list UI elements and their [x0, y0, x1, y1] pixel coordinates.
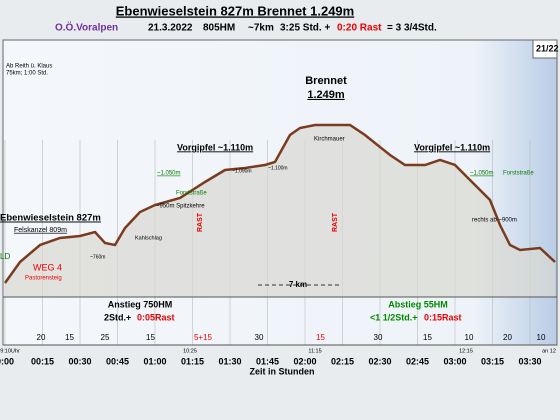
rest-label: RAST — [197, 212, 204, 232]
waypoint: Felskanzel 809m — [14, 227, 67, 234]
note: 75km; 1:00 Std. — [6, 71, 48, 77]
descent-rest: 0:15Rast — [424, 312, 462, 322]
time-tick-label: 01:15 — [181, 356, 204, 366]
clock-time: 9:10Uhr — [0, 348, 20, 354]
waypoint: ~1.100m — [268, 165, 288, 171]
waypoint: ~1.090m — [232, 168, 252, 174]
time-tick-label: 03:30 — [518, 356, 541, 366]
road-label: Forststraße — [503, 171, 534, 177]
time-tick-label: 00:30 — [68, 356, 91, 366]
segment-minutes: 20 — [503, 333, 512, 342]
duration: 3:25 Std. + — [280, 23, 330, 34]
segment-minutes: 15 — [316, 333, 325, 342]
waypoint: Kahlschlag — [135, 235, 162, 241]
clock-time: an 12 — [542, 348, 556, 354]
time-tick-label: 00:45 — [106, 356, 129, 366]
terrain-area — [5, 125, 555, 297]
ascent-label: Anstieg 750HM — [108, 299, 173, 309]
time-tick-label: 0:00 — [0, 356, 14, 366]
segment-minutes: 25 — [101, 333, 110, 342]
date: 21.3.2022 — [148, 23, 193, 34]
page-box — [532, 39, 558, 59]
height-label: ~1.050m — [157, 171, 181, 177]
segment-minutes: 10 — [465, 333, 474, 342]
time-tick-label: 03:00 — [443, 356, 466, 366]
segment-minutes: 15 — [65, 333, 74, 342]
segment-minutes: 30 — [255, 333, 264, 342]
peak-label: Ebenwieselstein 827m — [0, 213, 101, 224]
total: = 3 3/4Std. — [387, 23, 437, 34]
ascent-time: 2Std.+ — [104, 312, 131, 322]
time-tick-label: 02:45 — [406, 356, 429, 366]
road-label: Forststraße — [176, 191, 207, 197]
page-number: 21/22 — [536, 43, 559, 53]
descent-label: Abstieg 55HM — [388, 299, 448, 309]
segment-minutes: 10 — [537, 333, 546, 342]
profile-line — [3, 123, 556, 284]
ascent-rest: 0:05Rast — [137, 312, 175, 322]
note: Ab Reith ü. Klaus — [6, 64, 52, 70]
waypoint: ~950m Spitzkehre — [156, 204, 205, 210]
title: Ebenwieselstein 827m Brennet 1.249m — [116, 3, 354, 18]
time-tick-label: 02:00 — [293, 356, 316, 366]
time-tick-label: 01:30 — [218, 356, 241, 366]
clock-time: 10:25 — [183, 348, 197, 354]
waypoint: rechts ab ~900m — [472, 218, 517, 224]
distance-label: 7 km — [289, 280, 307, 289]
time-tick-label: 00:15 — [31, 356, 54, 366]
segment-minutes: 30 — [374, 333, 383, 342]
ascent: 805HM — [203, 23, 235, 34]
peak-label: Vorgipfel ~1.110m — [177, 142, 253, 152]
distance: ~7km — [248, 23, 274, 34]
clock-time: 11:15 — [308, 348, 321, 354]
waypoint: ~760m — [90, 254, 105, 260]
trail-label: WEG 4 — [33, 262, 62, 272]
time-tick-label: 01:00 — [143, 356, 166, 366]
segment-minutes: 20 — [37, 333, 46, 342]
time-tick-label: 02:15 — [331, 356, 354, 366]
rest: 0:20 Rast — [337, 23, 382, 34]
axis-title: Zeit in Stunden — [250, 366, 315, 376]
segment-minutes: 15 — [146, 333, 155, 342]
time-tick-label: 03:15 — [481, 356, 504, 366]
segment-minutes: 5+15 — [194, 333, 213, 342]
segment-minutes: 15 — [423, 333, 432, 342]
rest-label: RAST — [332, 212, 339, 232]
time-tick-label: 02:30 — [368, 356, 391, 366]
region: O.Ö.Voralpen — [55, 21, 118, 34]
peak-label: Vorgipfel ~1.110m — [414, 142, 490, 152]
waypoint: LD — [0, 252, 10, 261]
trail-label: Pastorensteig — [25, 276, 62, 282]
summit-label: Brennet — [305, 75, 347, 87]
waypoint: Kirchmauer — [314, 137, 345, 143]
summit-height: 1.249m — [307, 89, 345, 101]
time-tick-label: 01:45 — [256, 356, 279, 366]
descent-time: <1 1/2Std.+ — [370, 312, 418, 322]
clock-time: 12:15 — [459, 348, 473, 354]
height-label: ~1.050m — [470, 171, 494, 177]
